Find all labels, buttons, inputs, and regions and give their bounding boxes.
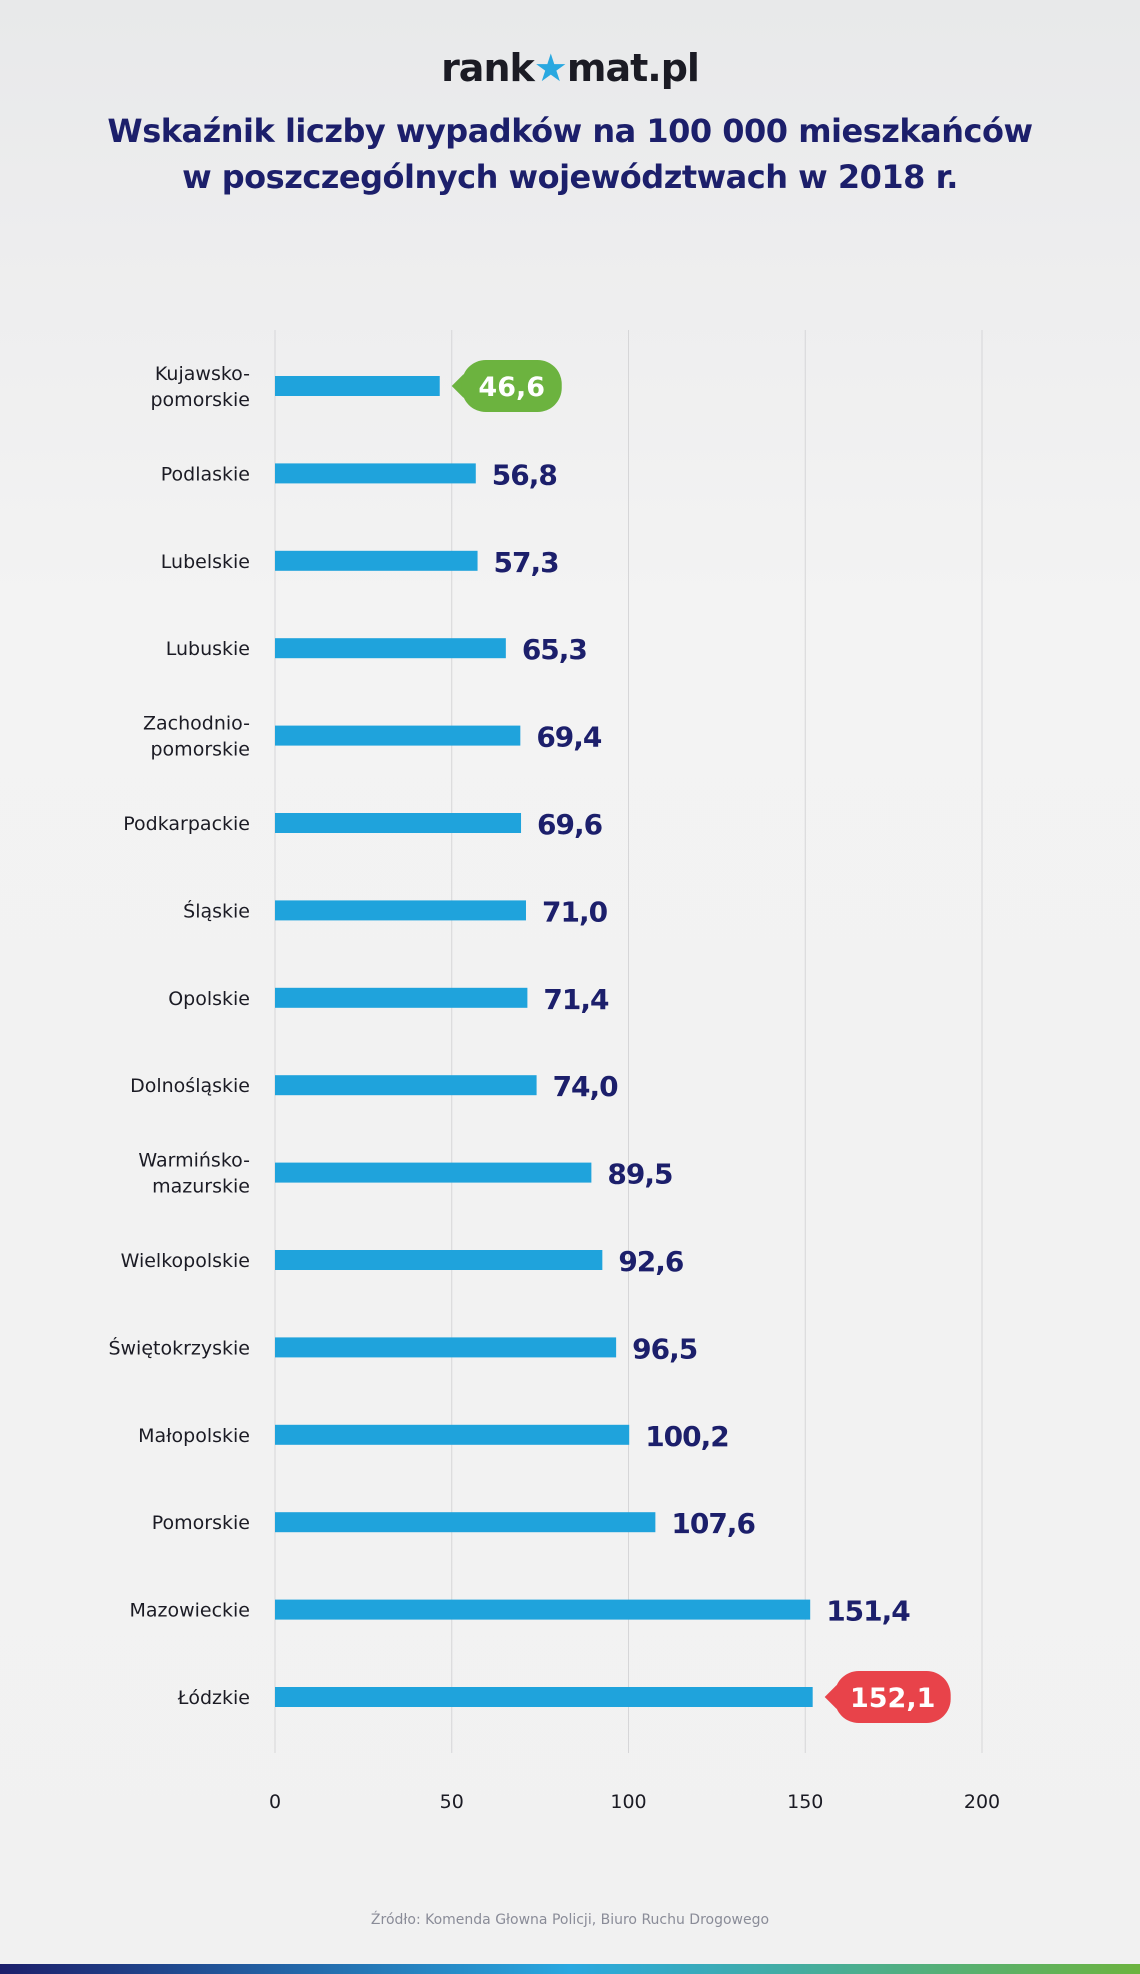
category-label: Opolskie (168, 988, 250, 1010)
category-label: Mazowieckie (129, 1600, 250, 1622)
x-tick-label: 50 (440, 1791, 464, 1813)
value-label: 152,1 (850, 1683, 935, 1714)
bar (275, 725, 521, 746)
category-label: Świętokrzyskie (108, 1335, 250, 1359)
value-label: 107,6 (671, 1507, 755, 1540)
rankomat-logo: rank★mat.pl (441, 46, 700, 90)
bar (275, 550, 478, 571)
category-label: Podkarpackie (123, 813, 250, 835)
bar (275, 813, 522, 833)
bar (275, 638, 506, 659)
value-label: 92,6 (618, 1245, 683, 1278)
badge-pointer (824, 1685, 837, 1709)
category-label: Małopolskie (138, 1425, 250, 1447)
value-label: 96,5 (632, 1332, 697, 1365)
x-tick-label: 200 (964, 1791, 1000, 1813)
category-label: Łódzkie (177, 1687, 250, 1709)
value-label: 57,3 (494, 546, 559, 579)
x-tick-label: 0 (269, 1791, 281, 1813)
value-label: 65,3 (522, 633, 587, 666)
category-label: pomorskie (151, 389, 251, 411)
category-label: Dolnośląskie (130, 1075, 250, 1097)
category-label: mazurskie (152, 1176, 250, 1198)
title-line-2: w poszczególnych województwach w 2018 r. (182, 158, 958, 196)
badge-pointer (451, 374, 464, 398)
bar (275, 1250, 603, 1270)
bar (275, 376, 440, 396)
value-badge (834, 1671, 951, 1723)
value-label: 46,6 (478, 372, 545, 403)
value-label: 71,0 (542, 895, 608, 928)
bar (275, 463, 476, 484)
category-label: Podlaskie (161, 463, 250, 485)
value-label: 71,4 (543, 983, 609, 1016)
value-label: 56,8 (492, 458, 557, 491)
star-icon: ★ (533, 46, 568, 90)
value-label: 69,6 (537, 808, 602, 841)
bar (275, 1687, 813, 1707)
x-tick-label: 100 (610, 1791, 646, 1813)
chart-title: Wskaźnik liczby wypadków na 100 000 mies… (0, 108, 1140, 200)
category-label: pomorskie (151, 739, 251, 761)
bar (275, 1599, 811, 1620)
bar (275, 1424, 630, 1445)
value-badge (461, 360, 562, 412)
source-note: Źródło: Komenda Głowna Policji, Biuro Ru… (370, 1912, 770, 1928)
category-label: Zachodnio- (143, 713, 250, 735)
category-label: Kujawsko- (155, 363, 250, 385)
value-label: 151,4 (826, 1595, 910, 1628)
bar (275, 1162, 592, 1183)
value-label: 100,2 (645, 1420, 729, 1453)
category-label: Lubelskie (161, 551, 250, 573)
bar (275, 1075, 537, 1096)
bottom-gradient-bar (0, 1964, 1140, 1974)
category-label: Lubuskie (166, 638, 250, 660)
bar (275, 1512, 656, 1533)
category-label: Warmińsko- (138, 1150, 250, 1172)
category-label: Śląskie (183, 898, 250, 922)
bar (275, 1337, 617, 1358)
title-line-1: Wskaźnik liczby wypadków na 100 000 mies… (107, 112, 1033, 150)
category-label: Pomorskie (152, 1512, 250, 1534)
value-label: 89,5 (607, 1158, 672, 1191)
category-label: Wielkopolskie (121, 1250, 250, 1272)
value-label: 74,0 (553, 1070, 619, 1103)
bar (275, 987, 528, 1008)
x-tick-label: 150 (787, 1791, 823, 1813)
bar (275, 900, 526, 921)
value-label: 69,4 (536, 721, 602, 754)
